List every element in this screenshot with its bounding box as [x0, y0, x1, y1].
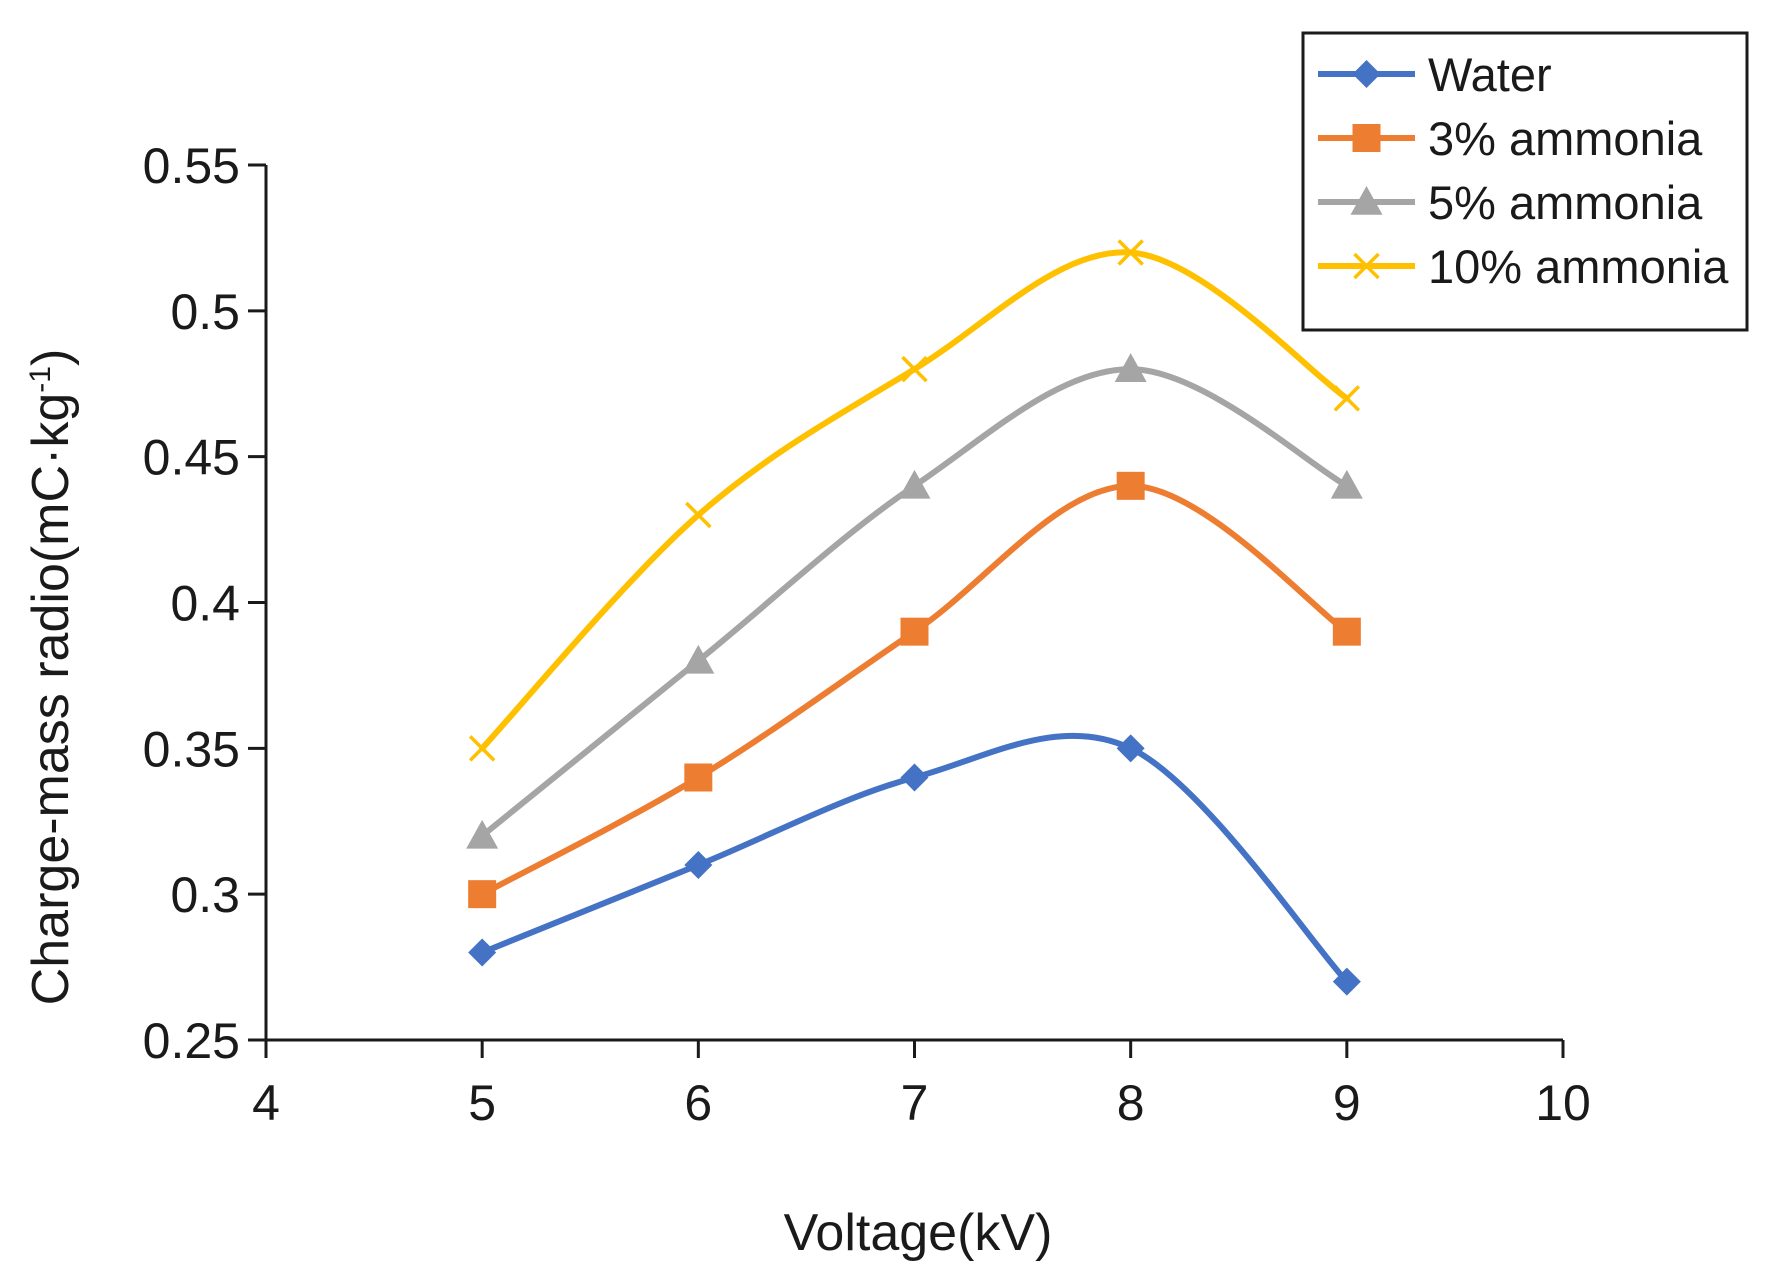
y-axis-title: Charge-mass radio(mC·kg-1)	[22, 349, 80, 1006]
y-tick-label: 0.55	[143, 138, 240, 194]
y-axis-title-superscript: -1	[24, 366, 57, 393]
y-tick-label: 0.25	[143, 1013, 240, 1069]
y-tick-label: 0.45	[143, 430, 240, 486]
legend-label: 5% ammonia	[1428, 176, 1703, 229]
y-tick-label: 0.4	[170, 576, 240, 632]
data-point-3pct-ammonia	[468, 880, 497, 909]
data-point-5pct-ammonia	[466, 819, 499, 849]
x-tick-label: 8	[1117, 1075, 1145, 1131]
data-point-water	[1116, 734, 1145, 763]
series-water	[468, 732, 1361, 996]
x-tick-label: 5	[468, 1075, 496, 1131]
data-point-10pct-ammonia	[901, 355, 928, 383]
legend-box	[1301, 31, 1749, 332]
legend-entry: 5% ammonia	[1318, 176, 1703, 229]
x-tick-label: 7	[901, 1075, 929, 1131]
legend-swatch-marker	[1352, 60, 1381, 88]
x-axis-ticks: 4 5 6 7 8 9 10	[252, 1040, 1591, 1131]
data-point-10pct-ammonia	[1333, 385, 1361, 412]
data-point-3pct-ammonia	[684, 763, 713, 792]
data-point-10pct-ammonia	[468, 735, 496, 762]
x-tick-label: 4	[252, 1075, 280, 1131]
data-point-3pct-ammonia	[900, 617, 929, 646]
y-tick-label: 0.35	[143, 721, 240, 777]
y-tick-label: 0.3	[170, 867, 240, 923]
legend-swatch-marker	[1353, 252, 1380, 280]
series-layer	[466, 239, 1363, 996]
data-point-5pct-ammonia	[682, 644, 715, 674]
legend-label: 3% ammonia	[1428, 112, 1703, 165]
y-tick-label: 0.5	[170, 284, 240, 340]
x-tick-label: 10	[1535, 1075, 1591, 1131]
data-point-3pct-ammonia	[1332, 617, 1361, 646]
legend-entries: Water 3% ammonia 5% ammonia 10% ammonia	[1318, 48, 1729, 293]
data-point-10pct-ammonia	[1117, 239, 1144, 266]
data-point-water	[900, 763, 929, 792]
legend-entry: Water	[1318, 48, 1552, 101]
series-3pct-ammonia	[468, 471, 1361, 909]
x-tick-label: 9	[1333, 1075, 1361, 1131]
series-10pct-ammonia	[468, 239, 1361, 762]
data-point-5pct-ammonia	[1330, 469, 1363, 499]
data-point-10pct-ammonia	[685, 501, 712, 529]
data-point-water	[468, 938, 497, 967]
legend: Water 3% ammonia 5% ammonia 10% ammonia	[1301, 31, 1749, 332]
legend-entry: 3% ammonia	[1318, 112, 1703, 165]
series-line-3pct-ammonia	[479, 482, 1350, 898]
axes: 4 5 6 7 8 9 10 0.25 0.3 0.35 0.4 0.45 0.5 0.55	[143, 138, 1591, 1131]
data-point-water	[684, 851, 713, 879]
legend-label: 10% ammonia	[1428, 240, 1729, 293]
y-axis-ticks: 0.25 0.3 0.35 0.4 0.45 0.5 0.55	[143, 138, 266, 1069]
data-point-5pct-ammonia	[898, 469, 931, 499]
y-axis-title-close: )	[22, 349, 80, 366]
data-point-5pct-ammonia	[1114, 353, 1147, 382]
x-tick-label: 6	[684, 1075, 712, 1131]
x-axis-title: Voltage(kV)	[784, 1204, 1053, 1262]
data-point-3pct-ammonia	[1116, 471, 1145, 500]
legend-entry: 10% ammonia	[1318, 240, 1729, 293]
legend-label: Water	[1428, 48, 1552, 101]
series-line-10pct-ammonia	[479, 249, 1350, 752]
data-point-water	[1332, 967, 1361, 996]
legend-swatch-marker	[1352, 124, 1381, 152]
y-axis-title-main: Charge-mass radio(mC·kg	[22, 393, 80, 1006]
legend-swatch-marker	[1350, 186, 1383, 215]
series-5pct-ammonia	[466, 353, 1363, 849]
